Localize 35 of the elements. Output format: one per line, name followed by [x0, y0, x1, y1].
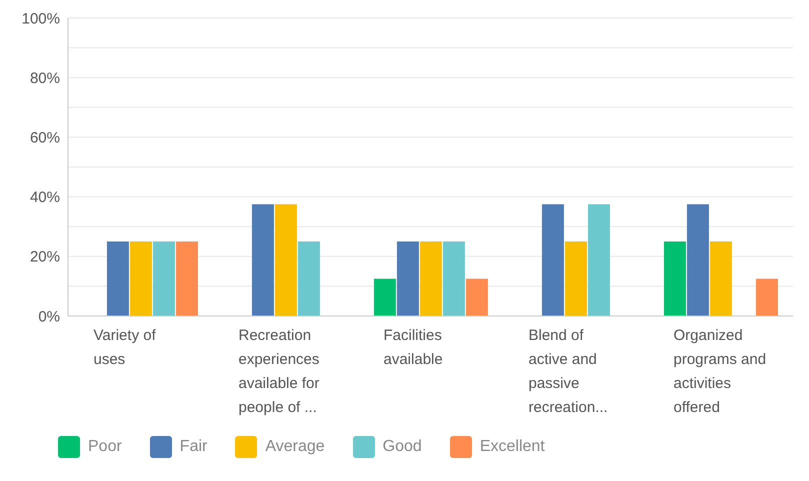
y-tick-label: 80%	[30, 70, 60, 87]
bar	[588, 204, 610, 316]
bar	[176, 242, 198, 316]
legend-label: Excellent	[478, 437, 545, 457]
bar	[106, 242, 129, 316]
bar	[152, 242, 175, 316]
x-tick-label: Variety of uses	[94, 327, 157, 368]
x-tick-label: Blend of active and passive recreation...	[528, 327, 608, 416]
y-tick-label: 40%	[30, 189, 60, 206]
legend-label: Poor	[87, 437, 122, 457]
bar	[396, 242, 419, 316]
x-tick-label: Organized programs and activities offered	[674, 327, 766, 416]
bar	[420, 242, 442, 316]
bar	[564, 242, 587, 316]
legend-label: Average	[264, 437, 325, 457]
bar	[298, 242, 320, 316]
bar	[664, 242, 686, 316]
bar	[130, 242, 152, 316]
bar	[542, 204, 564, 316]
y-tick-label: 60%	[30, 130, 60, 147]
bar	[274, 204, 297, 316]
bar	[686, 204, 709, 316]
y-tick-label: 100%	[22, 10, 60, 28]
bar	[710, 242, 732, 316]
bar	[442, 242, 465, 316]
bar	[756, 278, 778, 316]
bar	[374, 278, 396, 316]
bar	[466, 278, 488, 316]
bar	[252, 204, 274, 316]
y-tick-label: 0%	[38, 308, 60, 326]
x-tick-label: Facilities available	[384, 327, 443, 368]
y-tick-label: 20%	[30, 248, 60, 266]
legend-label: Fair	[178, 437, 208, 457]
legend-label: Good	[382, 437, 422, 457]
x-tick-label: Recreation experiences available for people of ...	[238, 327, 320, 416]
